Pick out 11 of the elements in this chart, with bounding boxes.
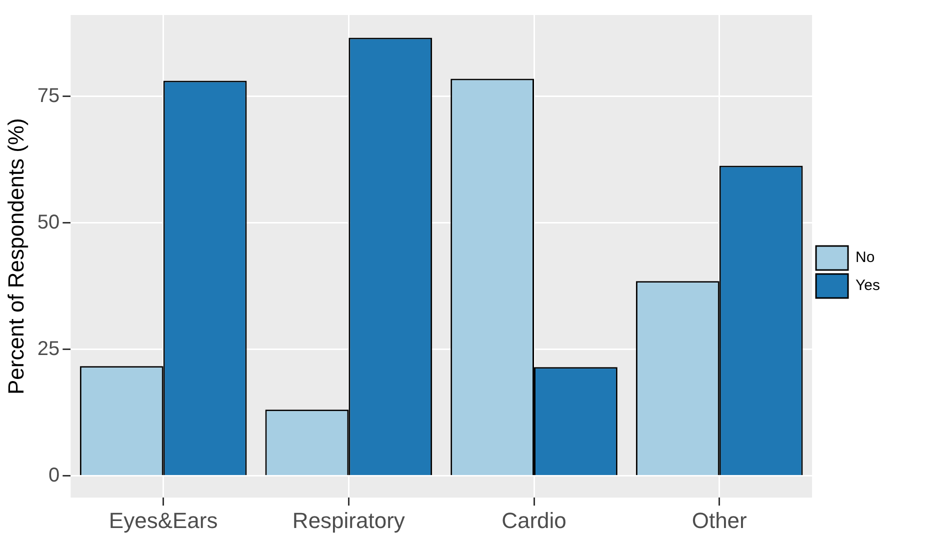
- x-tick-label: Cardio: [502, 508, 566, 533]
- legend-label: Yes: [856, 277, 880, 294]
- x-tick-label: Other: [692, 508, 747, 533]
- y-tick-label: 75: [37, 84, 60, 107]
- y-tick-label: 25: [37, 338, 60, 360]
- x-tick-label: Respiratory: [292, 508, 405, 533]
- y-tick-label: 0: [48, 464, 60, 486]
- x-tick-label: Eyes&Ears: [108, 508, 218, 533]
- y-tick-label: 50: [37, 211, 60, 234]
- legend-label: No: [856, 249, 875, 266]
- y-axis-title: Percent of Respondents (%): [3, 118, 28, 394]
